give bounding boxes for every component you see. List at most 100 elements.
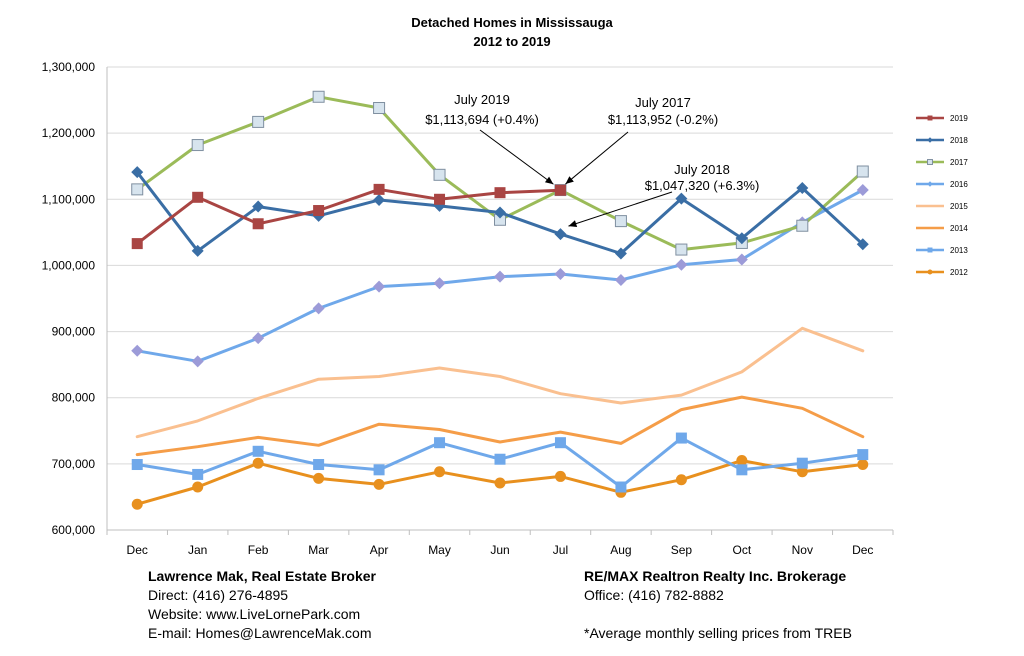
data-point-open-square [433,168,446,181]
brokerage-block: RE/MAX Realtron Realty Inc. Brokerage Of… [584,567,852,643]
data-point-square [554,437,566,449]
data-point-square [252,445,264,457]
x-tick-label: Nov [792,543,813,557]
data-source-note: *Average monthly selling prices from TRE… [584,625,852,641]
data-point-square [554,184,566,196]
y-tick-label: 900,000 [52,325,96,339]
data-point-circle [192,481,204,493]
data-point-square [192,468,204,480]
data-point-diamond [675,192,688,205]
series-line-2014 [135,395,865,457]
data-point-circle [554,470,566,482]
x-tick-label: Sep [671,543,693,557]
x-tick-label: May [428,543,451,557]
annotation-value: $1,113,952 (-0.2%) [608,112,718,127]
data-point-circle [857,459,869,471]
x-tick-label: Apr [370,543,389,557]
data-point-circle [252,457,264,469]
y-tick-label: 1,200,000 [42,126,96,140]
data-point-diamond [433,277,446,290]
data-point-square [615,481,627,493]
data-point-diamond [554,228,567,241]
data-point-square [494,187,506,199]
data-point-square [313,459,325,471]
data-point-diamond [614,273,627,286]
data-point-circle [736,455,748,467]
series-line-2015 [135,326,865,439]
data-point-circle [796,466,808,478]
data-point-diamond [373,193,386,206]
data-point-diamond [796,182,809,195]
data-point-square [313,205,325,217]
data-point-diamond [856,184,869,197]
website: Website: www.LiveLornePark.com [148,606,361,622]
annotation-arrow-line [565,131,629,185]
legend-label: 2012 [950,268,968,277]
x-tick-label: Feb [248,543,269,557]
data-point-diamond [252,332,265,345]
x-tick-label: Jan [188,543,207,557]
data-point-diamond [927,137,933,143]
data-point-open-square [131,183,144,196]
data-point-open-square [312,90,325,103]
data-point-diamond [735,253,748,266]
annotation-arrowhead [565,176,574,185]
x-tick-label: Dec [127,543,148,557]
data-point-square [373,183,385,195]
annotation-value: $1,113,694 (+0.4%) [425,112,539,127]
data-point-circle [494,477,506,489]
y-tick-label: 700,000 [52,457,96,471]
data-point-diamond [373,280,386,293]
legend-label: 2017 [950,158,968,167]
brokerage-name: RE/MAX Realtron Realty Inc. Brokerage [584,568,847,584]
y-tick-label: 1,000,000 [42,258,96,272]
data-point-open-square [373,102,386,115]
email: E-mail: Homes@LawrenceMak.com [148,625,372,641]
broker-name: Lawrence Mak, Real Estate Broker [148,568,376,584]
y-tick-label: 800,000 [52,391,96,405]
data-point-square [857,449,869,461]
data-point-diamond [191,355,204,368]
data-point-diamond [735,232,748,245]
annotation-label: July 2019 [454,92,510,107]
data-point-diamond [494,270,506,283]
data-point-open-square [856,165,869,178]
data-point-open-square [796,219,809,232]
legend-label: 2018 [950,136,968,145]
annotation-arrowhead [544,176,554,185]
annotation-arrow-line [479,129,554,185]
data-point-square [796,457,808,469]
data-point-square [192,191,204,203]
broker-contact-block: Lawrence Mak, Real Estate Broker Direct:… [148,567,376,643]
data-point-diamond [131,344,144,357]
data-point-square [434,193,446,205]
data-point-diamond [252,200,265,213]
x-tick-label: Mar [308,543,329,557]
x-tick-label: Jul [553,543,568,557]
data-point-diamond [675,258,688,271]
y-tick-label: 1,100,000 [42,192,96,206]
legend-label: 2019 [950,114,968,123]
data-point-square [131,459,143,471]
data-point-open-square [614,215,627,228]
data-point-diamond [312,302,325,315]
chart-title: Detached Homes in Mississauga [411,15,613,30]
data-point-open-square [191,139,204,152]
data-point-square [927,247,933,253]
data-point-open-square [927,159,933,165]
data-point-square [131,238,143,250]
data-point-diamond [191,244,204,257]
data-point-circle [373,478,385,490]
data-point-open-square [252,115,265,128]
data-point-diamond [131,166,144,179]
legend-label: 2013 [950,246,968,255]
annotation-label: July 2018 [674,162,730,177]
data-point-square [373,464,385,476]
data-point-circle [434,466,446,478]
data-point-square [434,437,446,449]
data-point-diamond [494,206,506,219]
legend-label: 2015 [950,202,968,211]
annotation-arrow-line [568,191,673,227]
data-point-square [252,218,264,230]
